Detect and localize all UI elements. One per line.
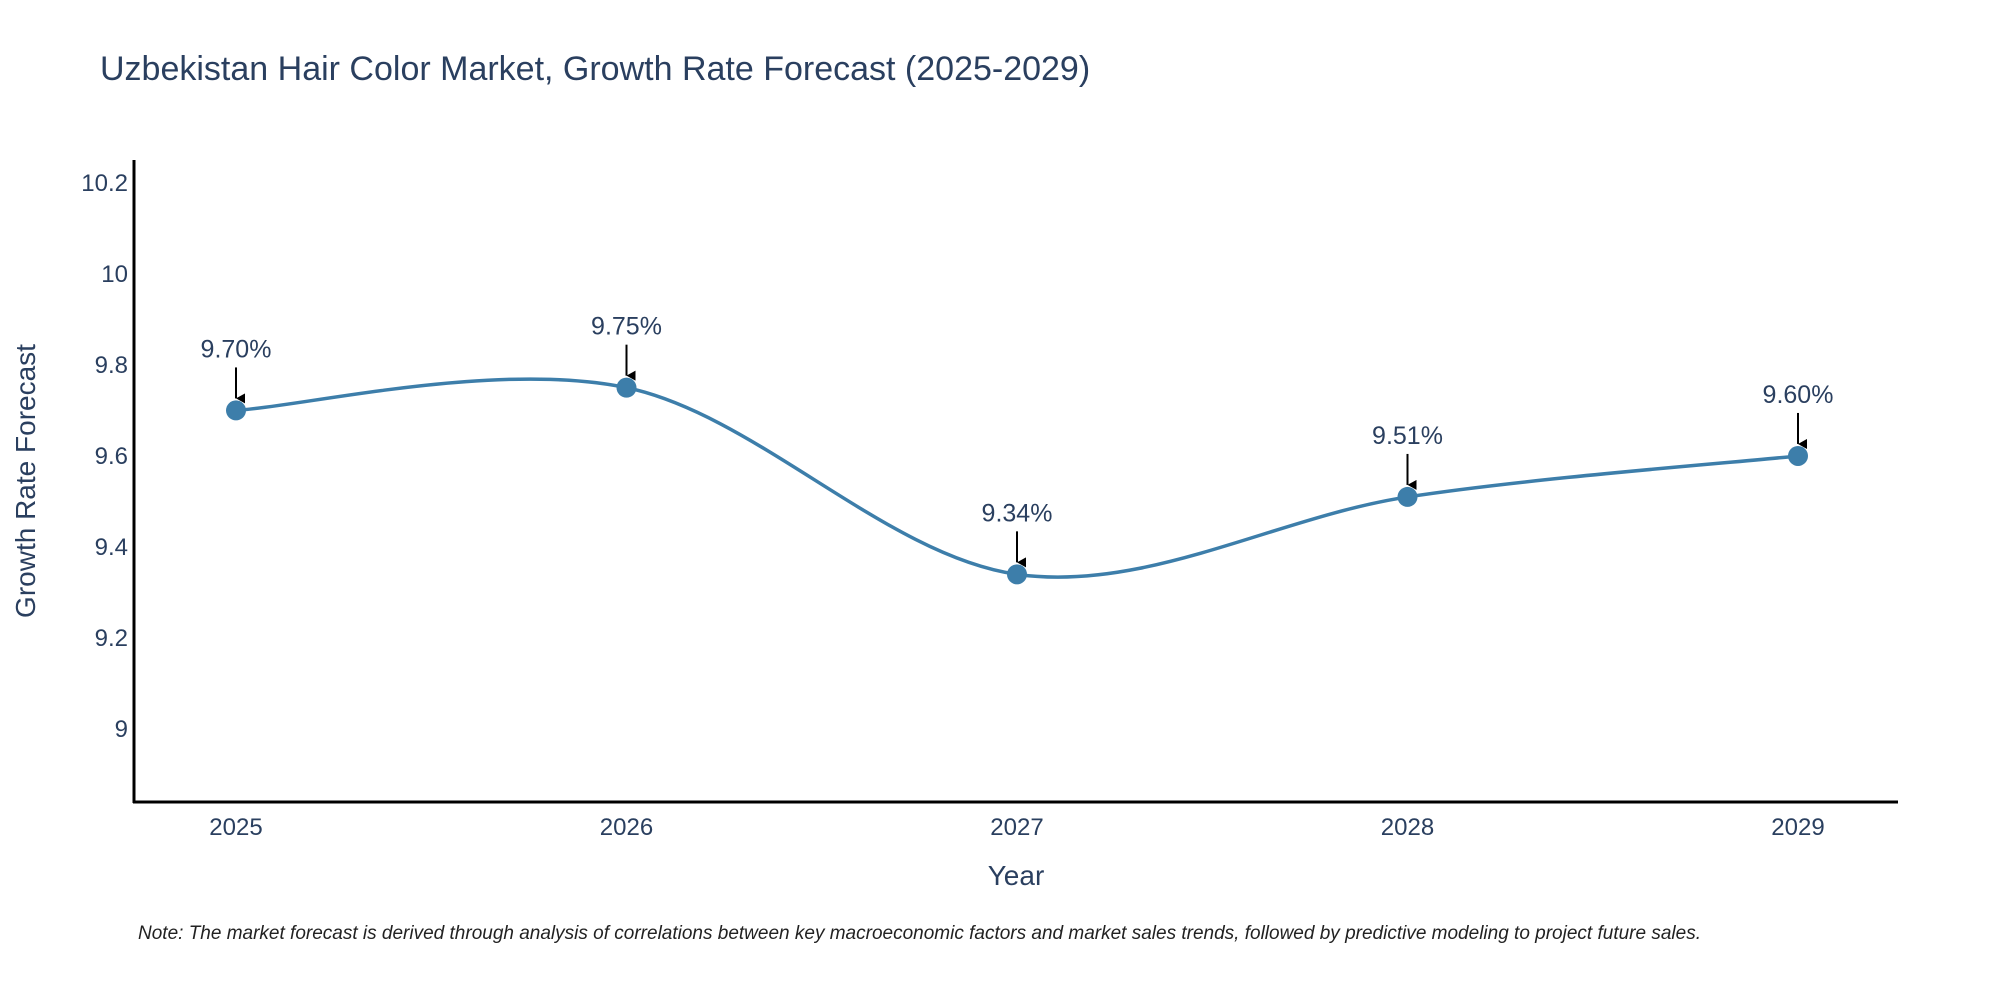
x-axis-title: Year	[988, 860, 1045, 891]
y-tick-label: 9	[115, 716, 128, 743]
x-tick-label: 2026	[600, 814, 653, 841]
data-label: 9.70%	[201, 335, 272, 363]
data-annotations: 9.70% 9.75% 9.34% 9.51% 9.60%	[201, 313, 1834, 568]
data-point	[1788, 445, 1808, 466]
y-tick-label: 9.4	[95, 534, 128, 561]
y-tick-label: 9.8	[95, 352, 128, 379]
y-tick-label: 10.2	[81, 170, 128, 197]
footnote: Note: The market forecast is derived thr…	[138, 923, 1701, 944]
x-tick-label: 2025	[209, 814, 262, 841]
data-point	[1007, 564, 1027, 585]
x-tick-label: 2029	[1771, 814, 1824, 841]
data-point	[1397, 486, 1418, 507]
data-label: 9.34%	[982, 499, 1053, 527]
x-tick-label: 2027	[990, 814, 1043, 841]
data-point	[616, 377, 637, 398]
data-markers	[226, 377, 1808, 585]
data-label: 9.60%	[1763, 381, 1834, 409]
data-point	[226, 400, 246, 421]
chart-title: Uzbekistan Hair Color Market, Growth Rat…	[100, 50, 1090, 88]
x-axis-ticks: 2025 2026 2027 2028 2029	[209, 814, 1824, 841]
y-tick-label: 9.6	[95, 443, 128, 470]
y-axis-ticks: 9 9.2 9.4 9.6 9.8 10 10.2	[81, 170, 128, 743]
x-tick-label: 2028	[1381, 814, 1434, 841]
y-tick-label: 10	[101, 261, 128, 288]
y-tick-label: 9.2	[95, 625, 128, 652]
data-label: 9.51%	[1372, 422, 1443, 450]
data-label: 9.75%	[591, 313, 662, 341]
y-axis-title: Growth Rate Forecast	[10, 344, 41, 618]
